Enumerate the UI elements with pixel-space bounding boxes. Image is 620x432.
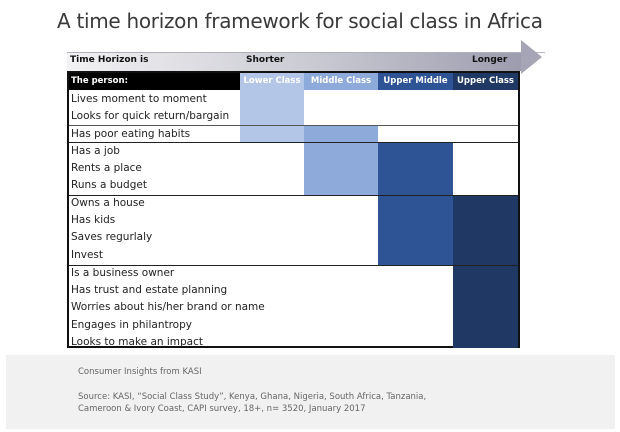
header-lower-class: Lower Class: [240, 73, 304, 90]
list-item: Owns a house: [71, 197, 145, 209]
list-item: Looks for quick return/bargain: [71, 110, 230, 122]
header-upper-class: Upper Class: [453, 73, 518, 90]
group-divider: [69, 142, 518, 143]
footer-source-line2: Cameroon & Ivory Coast, CAPI survey, 18+…: [78, 404, 366, 414]
list-item: Has trust and estate planning: [71, 284, 228, 296]
time-horizon-label: Time Horizon is: [70, 55, 149, 65]
arrow-right-icon: [521, 40, 542, 74]
arrow-band: [67, 52, 523, 71]
cell-middle-group3: [304, 143, 378, 195]
group-divider: [69, 125, 518, 126]
group-divider: [69, 195, 518, 196]
table-header-row: The person: Lower Class Middle Class Upp…: [69, 73, 518, 90]
shorter-label: Shorter: [246, 55, 285, 65]
cell-middle-group2: [304, 126, 378, 142]
list-item: Worries about his/her brand or name: [71, 301, 265, 313]
list-item: Has kids: [71, 214, 116, 226]
footer-credit: Consumer Insights from KASI: [78, 367, 202, 377]
header-middle-class: Middle Class: [304, 73, 378, 90]
footer-panel: Consumer Insights from KASI Source: KASI…: [6, 355, 615, 429]
header-upper-middle: Upper Middle: [378, 73, 453, 90]
list-item: Is a business owner: [71, 267, 175, 279]
list-item: Saves regurlaly: [71, 231, 153, 243]
footer-source-line1: Source: KASI, “Social Class Study”, Keny…: [78, 392, 427, 402]
list-item: Rents a place: [71, 162, 142, 174]
list-item: Lives moment to moment: [71, 93, 207, 105]
cell-uppermiddle-group3: [378, 143, 453, 195]
longer-label: Longer: [472, 55, 508, 65]
header-person-label: The person:: [71, 76, 128, 86]
cell-lower-group1: [240, 90, 304, 142]
list-item: Has a job: [71, 145, 120, 157]
page-title: A time horizon framework for social clas…: [57, 9, 543, 33]
group-divider: [69, 265, 518, 266]
list-item: Has poor eating habits: [71, 128, 191, 140]
cell-uppermiddle-group4: [378, 196, 453, 265]
cell-upper-group5: [453, 266, 518, 348]
cell-upper-group4: [453, 196, 518, 265]
list-item: Engages in philantropy: [71, 319, 192, 331]
class-framework-table: The person: Lower Class Middle Class Upp…: [67, 71, 520, 348]
list-item: Runs a budget: [71, 179, 147, 191]
list-item: Invest: [71, 249, 104, 261]
list-item: Looks to make an impact: [71, 336, 204, 348]
